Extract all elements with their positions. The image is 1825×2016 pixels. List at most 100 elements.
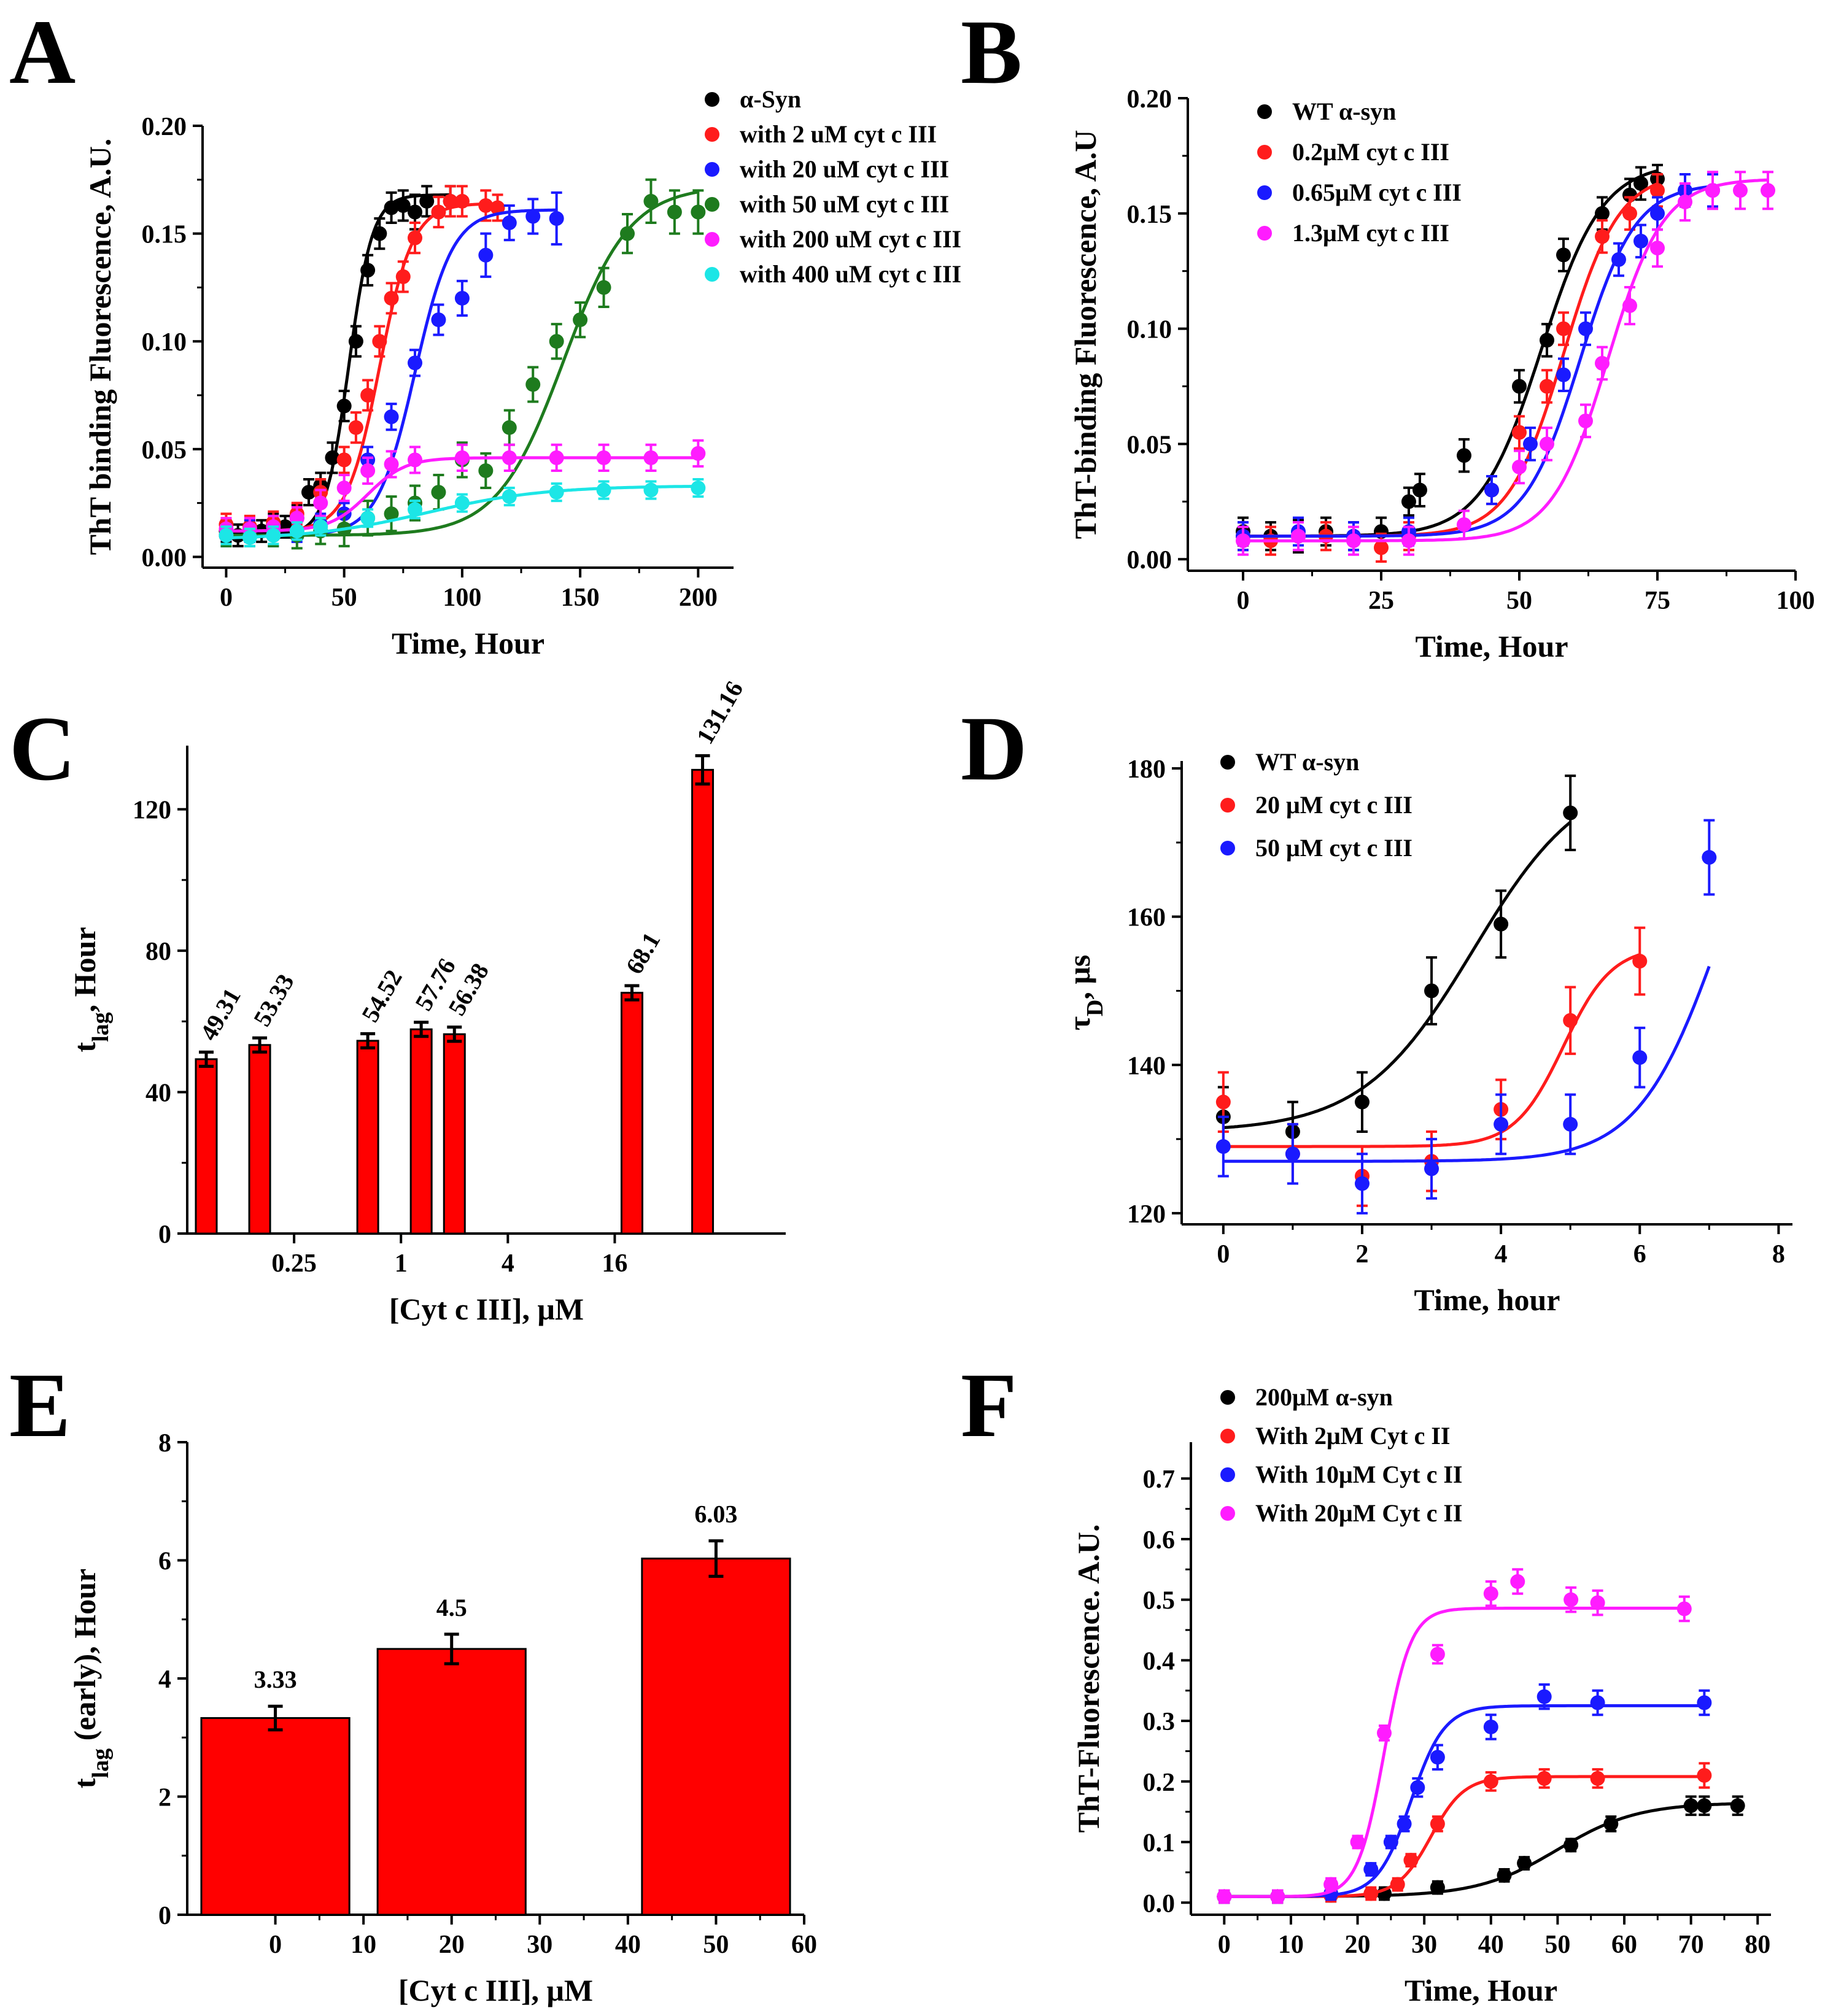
- data-point: [266, 528, 281, 543]
- data-point: [1236, 533, 1250, 549]
- data-point: [336, 481, 352, 496]
- data-point: [1430, 1647, 1445, 1662]
- series-3: [1217, 1568, 1692, 1904]
- data-point: [1595, 206, 1610, 221]
- y-tick-label: 140: [1127, 1052, 1166, 1080]
- data-point: [384, 457, 399, 472]
- data-point: [408, 204, 422, 220]
- data-point: [620, 226, 635, 241]
- data-point: [1285, 1146, 1300, 1162]
- data-point: [1590, 1595, 1605, 1610]
- x-tick-label: 4: [502, 1249, 514, 1278]
- data-point: [242, 530, 257, 545]
- data-point: [1650, 241, 1665, 256]
- y-tick-label: 0.6: [1143, 1526, 1176, 1554]
- x-tick-label: 200: [679, 584, 718, 612]
- data-point: [549, 211, 564, 226]
- y-tick-label: 80: [145, 938, 171, 966]
- data-point: [408, 355, 422, 371]
- bar: [376, 1648, 527, 1916]
- data-point: [1403, 1853, 1419, 1868]
- y-axis-label: tlag (early), Hour: [68, 1569, 114, 1788]
- data-point: [1377, 1725, 1392, 1740]
- y-tick-label: 0.7: [1143, 1466, 1176, 1494]
- legend-label: WT α-syn: [1292, 98, 1396, 125]
- data-point: [1697, 1798, 1712, 1813]
- data-point: [549, 334, 564, 349]
- fit-curve: [1224, 1704, 1705, 1898]
- data-point: [454, 450, 470, 465]
- data-point: [549, 485, 564, 500]
- legend-marker: [705, 127, 719, 142]
- y-tick-label: 0.20: [142, 113, 187, 141]
- bar-data-label: 6.03: [694, 1500, 737, 1528]
- data-point: [596, 280, 611, 295]
- data-point: [325, 450, 340, 465]
- data-point: [1556, 247, 1571, 263]
- bar: [691, 768, 715, 1235]
- fit-curve: [1223, 821, 1571, 1129]
- x-axis-label: [Cyt c III], μM: [389, 1292, 584, 1326]
- data-point: [1578, 321, 1593, 336]
- x-tick-label: 0: [1217, 1240, 1230, 1269]
- x-tick-label: 60: [1611, 1931, 1637, 1959]
- legend-marker: [1257, 226, 1272, 241]
- bar-data-label: 54.52: [356, 965, 408, 1026]
- data-point: [1484, 482, 1499, 498]
- data-point: [372, 226, 387, 241]
- legend-label: With 20μM Cyt c II: [1255, 1499, 1462, 1527]
- data-point: [1363, 1861, 1379, 1877]
- x-tick-label: 20: [439, 1931, 465, 1959]
- data-point: [360, 263, 376, 278]
- data-point: [1383, 1834, 1398, 1850]
- x-tick-label: 1: [395, 1249, 408, 1278]
- chart-panel-f: 0 10 20 30 40 50 60 70 80 0.0 0.1 0.2 0.3 0.4 0.5 0.6 0.…: [1071, 1383, 1771, 2007]
- data-point: [408, 452, 422, 468]
- legend-marker: [1220, 1390, 1235, 1405]
- fit-curve: [226, 202, 498, 533]
- data-point: [1683, 1798, 1699, 1813]
- data-point: [1603, 1816, 1619, 1831]
- legend-label: with 400 uM cyt c III: [740, 260, 961, 288]
- series-5: [219, 478, 706, 547]
- legend-label: 200μM α-syn: [1255, 1383, 1393, 1411]
- data-point: [691, 446, 706, 461]
- data-point: [1632, 954, 1648, 969]
- legend-label: with 2 uM cyt c III: [740, 120, 937, 148]
- legend-label: 0.65μM cyt c III: [1292, 179, 1462, 206]
- data-point: [336, 398, 352, 414]
- data-point: [431, 204, 446, 220]
- data-point: [1540, 379, 1554, 394]
- bar: [356, 1040, 379, 1235]
- series-2: [1217, 1683, 1712, 1904]
- data-point: [336, 452, 352, 468]
- data-point: [502, 215, 517, 231]
- data-point: [1650, 183, 1665, 198]
- x-tick-label: 50: [1544, 1931, 1570, 1959]
- data-point: [1563, 805, 1578, 821]
- data-point: [1556, 321, 1571, 336]
- x-tick-label: 30: [527, 1931, 552, 1959]
- data-point: [360, 388, 376, 403]
- fit-curve: [226, 208, 557, 537]
- legend-label: with 20 uM cyt c III: [740, 155, 949, 183]
- legend-label: with 50 uM cyt c III: [740, 190, 949, 218]
- data-point: [1512, 459, 1527, 474]
- data-point: [1374, 540, 1389, 555]
- data-point: [219, 528, 234, 543]
- y-tick-label: 180: [1127, 755, 1166, 784]
- bar-data-label: 49.31: [195, 983, 246, 1045]
- data-point: [1523, 436, 1538, 452]
- series-0: [1217, 1795, 1745, 1904]
- bar: [641, 1558, 791, 1916]
- fit-curve: [1224, 1607, 1684, 1898]
- y-tick-label: 0.10: [142, 328, 187, 357]
- bar: [200, 1717, 351, 1916]
- data-point: [313, 519, 328, 535]
- data-point: [1632, 1050, 1648, 1065]
- data-point: [1397, 1816, 1412, 1831]
- data-point: [1457, 448, 1471, 463]
- data-point: [408, 502, 422, 517]
- bar: [443, 1033, 466, 1235]
- data-point: [1622, 206, 1637, 221]
